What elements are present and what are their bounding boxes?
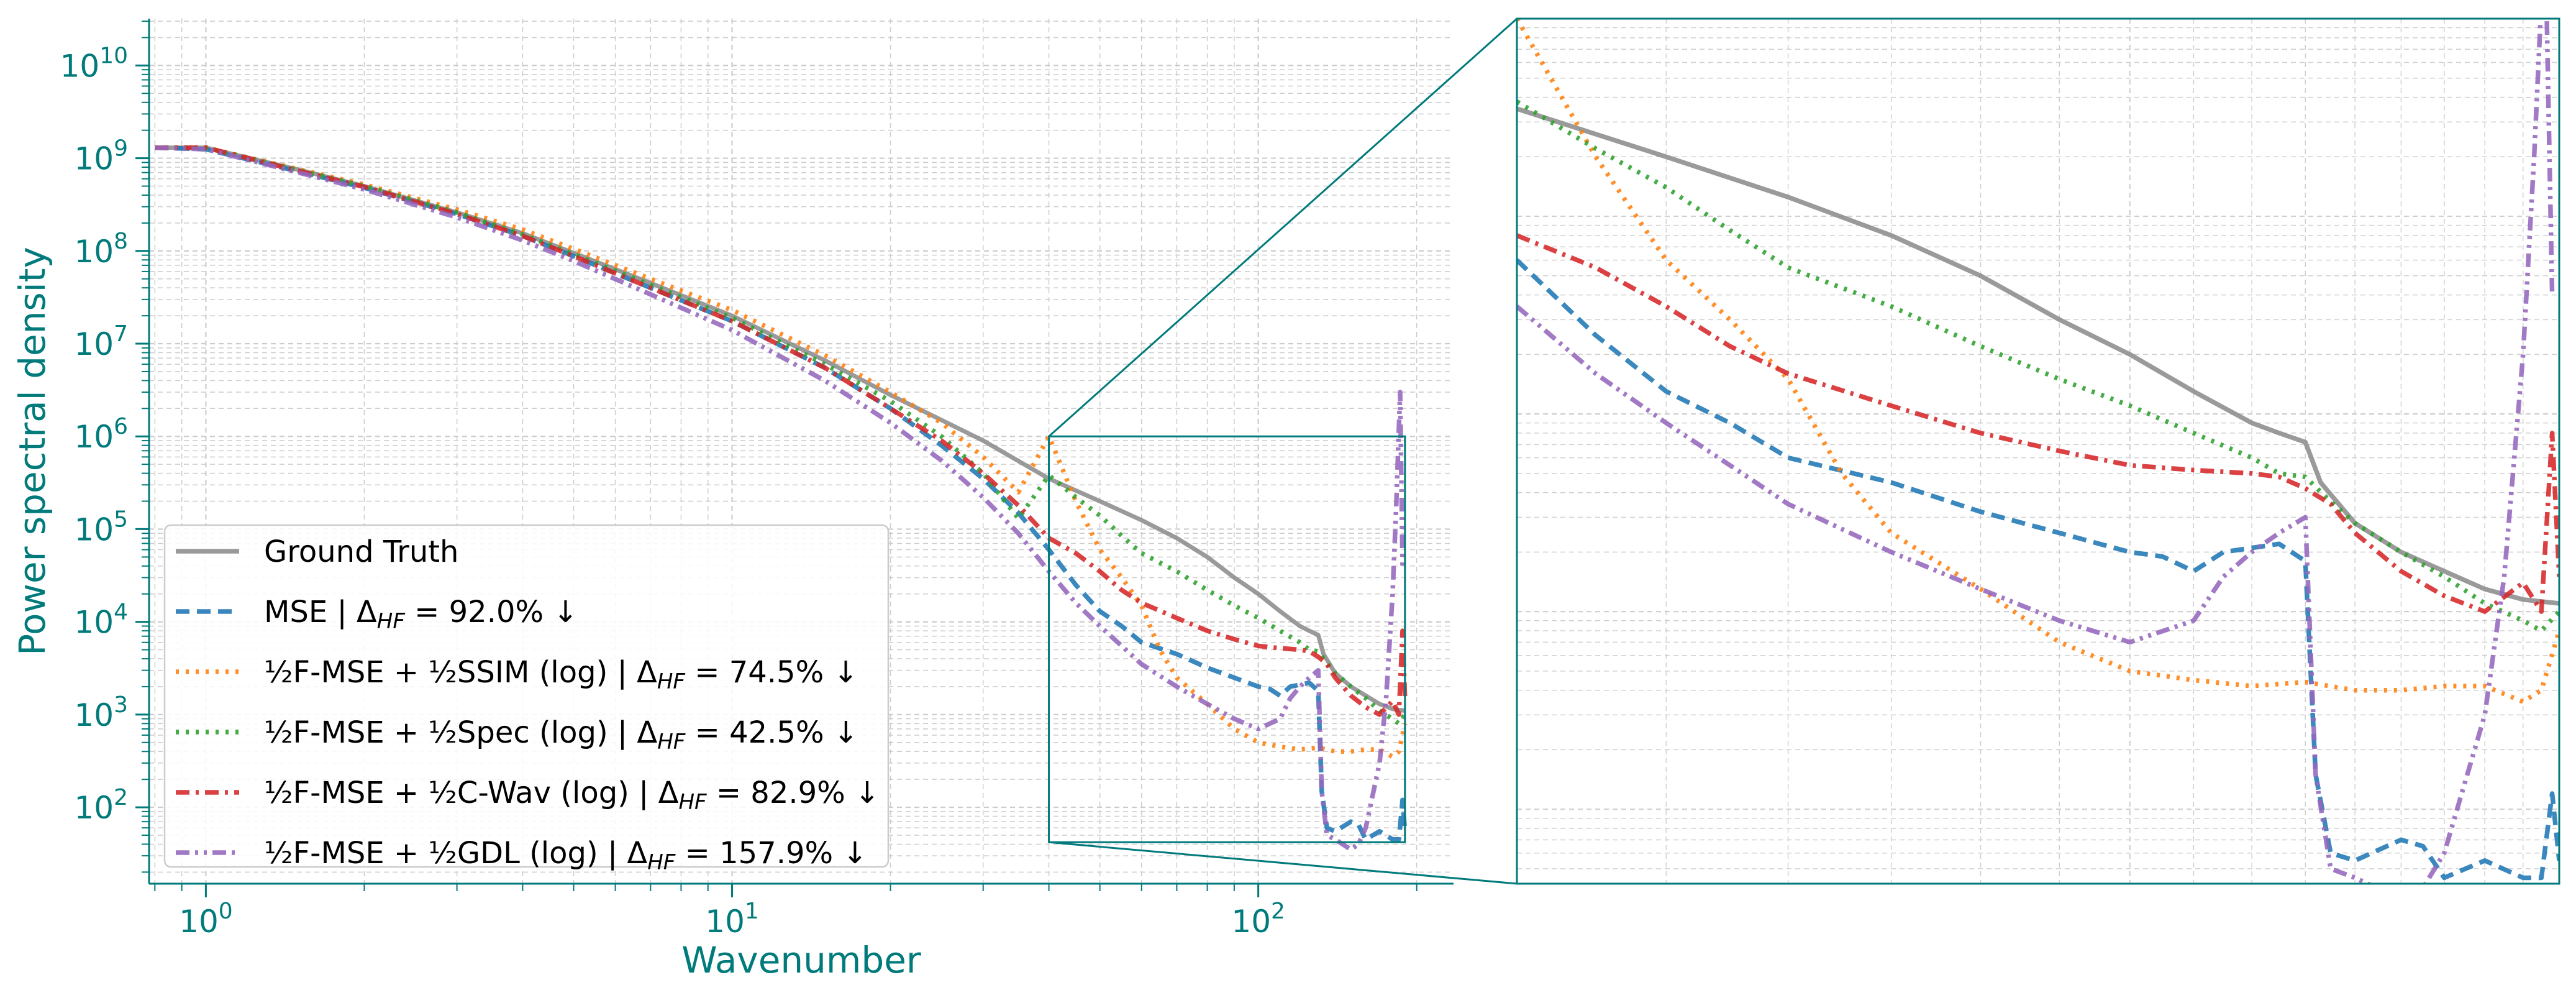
series-line-2 (155, 145, 1408, 759)
y-tick-label: 102 (74, 785, 128, 826)
y-tick-label: 108 (74, 229, 128, 270)
legend-label-2: ½F-MSE + ½SSIM (log) | ΔHF = 74.5% ↓ (264, 655, 858, 694)
series-line-4 (155, 145, 1408, 717)
zoom-connector-bottom (1049, 841, 1518, 885)
inset (1048, 17, 2560, 885)
inset-series-line-5 (1517, 19, 2555, 884)
y-tick-label: 109 (74, 136, 128, 177)
series-group (155, 145, 1408, 852)
inset-series-group (1517, 19, 2559, 884)
inset-frame (1516, 17, 2560, 885)
y-axis-title: Power spectral density (11, 247, 53, 656)
series-line-1 (155, 145, 1408, 842)
inset-grid (1517, 19, 2559, 884)
inset-series-line-0 (1517, 106, 2559, 606)
series-line-5 (155, 145, 1405, 852)
y-tick-label: 105 (74, 506, 128, 547)
x-tick-label: 100 (179, 899, 233, 940)
legend-label-1: MSE | ΔHF = 92.0% ↓ (264, 595, 578, 634)
y-tick-label: 106 (74, 414, 128, 455)
axes: 100 101 102 102 103 104 105 106 107 108 109 1010 Wav… (11, 19, 1454, 981)
legend-label-3: ½F-MSE + ½Spec (log) | ΔHF = 42.5% ↓ (264, 715, 858, 754)
y-tick-label: 104 (74, 600, 128, 641)
legend-box (163, 524, 890, 868)
inset-series-line-2 (1517, 19, 2559, 704)
y-tick-label: 103 (74, 692, 128, 733)
y-tick-label: 1010 (60, 43, 128, 84)
inset-series-line-4 (1517, 233, 2559, 614)
x-axis-title: Wavenumber (681, 939, 921, 981)
zoom-box (1048, 435, 1406, 843)
y-tick-label: 107 (74, 321, 128, 362)
zoom-connector-top (1048, 17, 1518, 437)
x-tick-label: 101 (705, 899, 759, 940)
legend-label-5: ½F-MSE + ½GDL (log) | ΔHF = 157.9% ↓ (264, 836, 868, 875)
x-tick-label: 102 (1231, 899, 1285, 940)
inset-series-line-1 (1517, 258, 2559, 881)
legend-label-4: ½F-MSE + ½C-Wav (log) | ΔHF = 82.9% ↓ (264, 776, 880, 815)
legend-label-0: Ground Truth (264, 534, 458, 569)
legend: Ground Truth MSE | ΔHF = 92.0% ↓ ½F-MSE + … (163, 524, 890, 875)
